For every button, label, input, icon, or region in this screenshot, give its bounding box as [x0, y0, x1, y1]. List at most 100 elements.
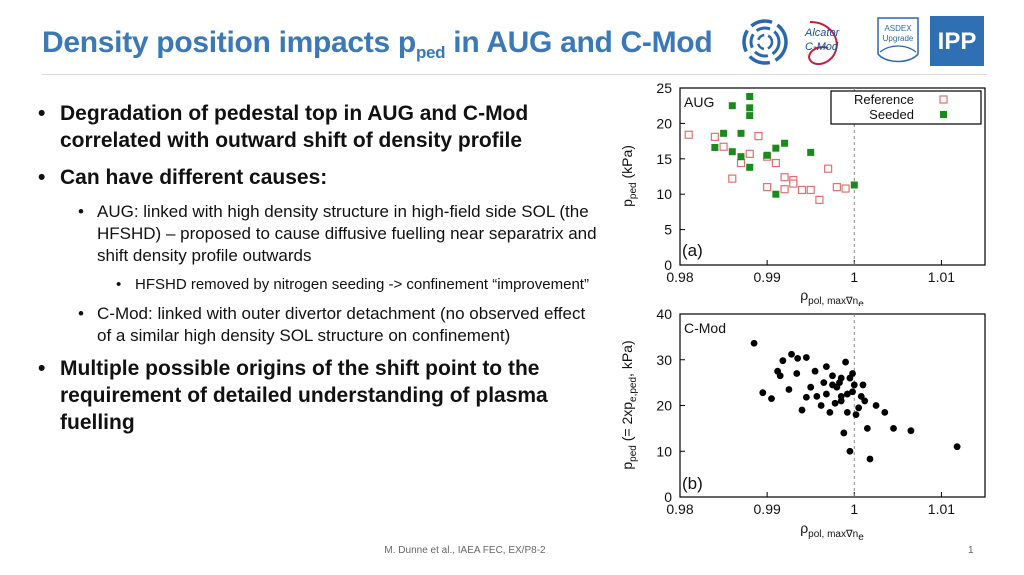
asdex-text: ASDEX: [884, 24, 912, 33]
data-points: [684, 92, 858, 204]
axis-ticks: 0.98 0.99 1 1.01 0 10 20 30 40: [656, 306, 955, 517]
aug-pedestal-scatter-chart: 0.98 0.99 1 1.01 0 5 10 15 20 25 AUG (a) Referenc…: [619, 80, 986, 306]
legend-reference-label: Reference: [854, 92, 914, 107]
y-tick-label: 25: [656, 80, 672, 96]
legend-seeded-label: Seeded: [869, 107, 914, 122]
reference-point: [824, 164, 833, 173]
cmod-point: [823, 390, 830, 398]
x-axis-label: ρpol, max∇ne: [800, 287, 864, 306]
cmod-text: C-Mod: [805, 41, 839, 53]
cmod-point: [863, 424, 871, 432]
plot-frame: [679, 87, 986, 266]
upgrade-text: Upgrade: [883, 34, 914, 43]
spiral-logo-icon: [742, 19, 788, 65]
x-tick-label: 0.99: [754, 501, 781, 517]
device-label: C-Mod: [684, 320, 726, 336]
x-tick-label: 0.98: [666, 501, 693, 517]
seeded-point: [807, 148, 815, 156]
cmod-point: [843, 390, 851, 398]
seeded-point: [737, 153, 745, 161]
y-tick-label: 0: [664, 489, 672, 505]
seeded-point: [728, 102, 736, 110]
cmod-point: [843, 408, 851, 416]
y-tick-label: 15: [656, 151, 672, 167]
reference-point: [728, 174, 737, 183]
seeded-point: [711, 143, 719, 151]
cmod-point: [776, 372, 784, 380]
legend-seeded-marker: [940, 111, 947, 118]
asdex-upgrade-logo: ASDEX Upgrade: [877, 17, 919, 63]
reference-point: [841, 184, 850, 193]
seeded-point: [772, 144, 780, 152]
x-tick-label: 1.01: [928, 501, 955, 517]
y-tick-label: 40: [656, 306, 672, 322]
y-tick-label: 20: [656, 398, 672, 414]
subbullet-aug: AUG: linked with high density structure …: [78, 201, 603, 267]
title-end: in AUG and C-Mod: [445, 26, 713, 59]
page-number: 1: [968, 545, 974, 556]
legend-reference-marker: [939, 95, 948, 104]
cmod-point: [840, 429, 848, 437]
reference-point: [710, 132, 719, 141]
seeded-point: [746, 104, 754, 112]
cmod-point: [846, 447, 854, 455]
seeded-point: [746, 112, 754, 120]
cmod-point: [881, 408, 889, 416]
cmod-point: [759, 389, 767, 397]
bullet-list: Degradation of pedestal top in AUG and C…: [38, 100, 603, 446]
y-tick-label: 10: [656, 186, 672, 202]
reference-point: [780, 185, 789, 194]
reference-point: [806, 185, 815, 195]
cmod-point: [861, 397, 869, 405]
cmod-point: [779, 357, 787, 365]
bullet-causes: Can have different causes:: [38, 164, 603, 191]
axis-ticks: 0.98 0.99 1 1.01 0 5 10 15 20 25: [656, 80, 955, 285]
cmod-point: [820, 379, 828, 387]
seeded-point: [737, 129, 745, 137]
x-tick-label: 0.98: [666, 269, 693, 285]
y-tick-label: 5: [664, 222, 672, 238]
subbullet-cmod: C-Mod: linked with outer divertor detach…: [78, 303, 603, 347]
seeded-point: [850, 181, 858, 189]
y-tick-label: 10: [656, 443, 672, 459]
panel-label: (a): [682, 241, 703, 260]
cmod-point: [842, 358, 849, 366]
title-divider: [42, 74, 987, 75]
cmod-point: [852, 411, 860, 419]
data-points: [750, 339, 961, 463]
ipp-text: IPP: [938, 28, 977, 55]
seeded-point: [746, 92, 754, 100]
reference-point: [684, 130, 693, 139]
cmod-point: [768, 395, 775, 403]
bullet-origins: Multiple possible origins of the shift p…: [38, 355, 603, 436]
reference-point: [780, 173, 789, 182]
cmod-point: [750, 339, 758, 347]
cmod-point: [849, 388, 856, 396]
x-axis-label: ρpol, max∇ne: [800, 520, 864, 543]
cmod-point: [849, 370, 856, 377]
x-tick-label: 0.99: [754, 269, 781, 285]
alcator-cmod-logo: Alcator C-Mod: [804, 21, 841, 66]
reference-point: [736, 158, 746, 168]
cmod-point: [859, 381, 867, 389]
reference-point: [754, 132, 763, 141]
bullet-degradation: Degradation of pedestal top in AUG and C…: [38, 100, 603, 154]
reference-point: [745, 149, 754, 158]
cmod-point: [785, 386, 793, 393]
reference-point: [797, 185, 807, 195]
institution-logos: Alcator C-Mod ASDEX Upgrade IPP: [742, 16, 984, 66]
seeded-point: [781, 139, 789, 147]
cmod-point: [813, 392, 821, 400]
legend-box: [830, 90, 982, 125]
cmod-point: [823, 363, 830, 371]
cmod-point: [794, 354, 802, 362]
x-tick-label: 1: [850, 269, 858, 285]
cmod-point: [826, 408, 834, 416]
ipp-logo: IPP: [930, 16, 984, 66]
cmod-pedestal-scatter-chart: 0.98 0.99 1 1.01 0 10 20 30 40 C-Mod (b) pped (=…: [619, 306, 986, 543]
cmod-point: [837, 374, 845, 382]
seeded-point: [728, 148, 736, 156]
reference-point: [771, 158, 780, 168]
y-tick-label: 0: [664, 257, 672, 273]
cmod-point: [817, 402, 825, 409]
